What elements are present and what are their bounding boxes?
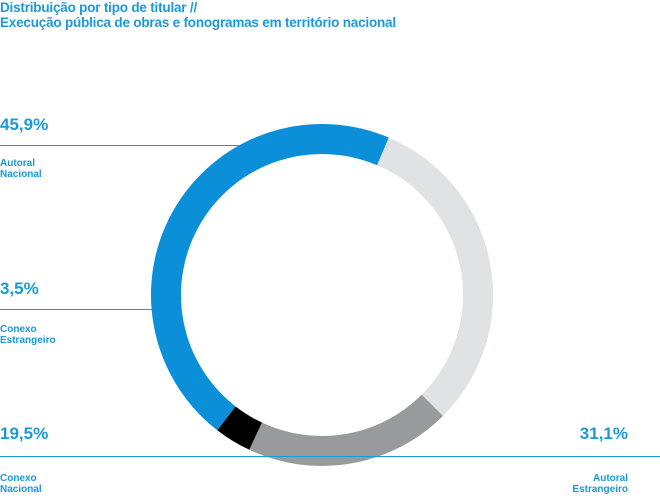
leader-line-conexo-estrangeiro: [0, 309, 152, 310]
label-conexo-estrangeiro-line-1: Conexo: [0, 324, 37, 335]
label-autoral-nacional-line-2: Nacional: [0, 169, 42, 180]
donut-slice-autoral-nacional: [151, 124, 389, 431]
label-conexo-estrangeiro-line-2: Estrangeiro: [0, 335, 56, 346]
chart-title-line-2: Execução pública de obras e fonogramas e…: [0, 15, 396, 30]
label-autoral-nacional-line-1: Autoral: [0, 158, 35, 169]
donut-slice-conexo-estrangeiro: [217, 406, 263, 450]
chart-title: Distribuição por tipo de titular // Exec…: [0, 0, 396, 30]
label-conexo-nacional-value: 19,5%: [0, 424, 49, 443]
donut-slice-conexo-nacional: [249, 394, 443, 466]
label-conexo-nacional-line-1: Conexo: [0, 473, 37, 484]
donut-slice-autoral-estrangeiro: [376, 137, 493, 416]
label-conexo-estrangeiro-value: 3,5%: [0, 279, 39, 298]
label-autoral-estrangeiro: Autoral Estrangeiro: [572, 473, 628, 495]
label-conexo-nacional: Conexo Nacional: [0, 473, 42, 495]
leader-line-conexo-nacional: [0, 456, 660, 457]
leader-line-autoral-nacional: [0, 145, 240, 146]
label-conexo-estrangeiro: Conexo Estrangeiro: [0, 324, 56, 346]
label-autoral-estrangeiro-line-1: Autoral: [593, 473, 628, 484]
chart-title-line-1: Distribuição por tipo de titular //: [0, 0, 198, 15]
label-autoral-estrangeiro-value: 31,1%: [579, 424, 628, 443]
label-autoral-nacional: Autoral Nacional: [0, 158, 42, 180]
label-autoral-nacional-value: 45,9%: [0, 115, 49, 134]
label-autoral-estrangeiro-line-2: Estrangeiro: [572, 484, 628, 495]
label-conexo-nacional-line-2: Nacional: [0, 484, 42, 495]
